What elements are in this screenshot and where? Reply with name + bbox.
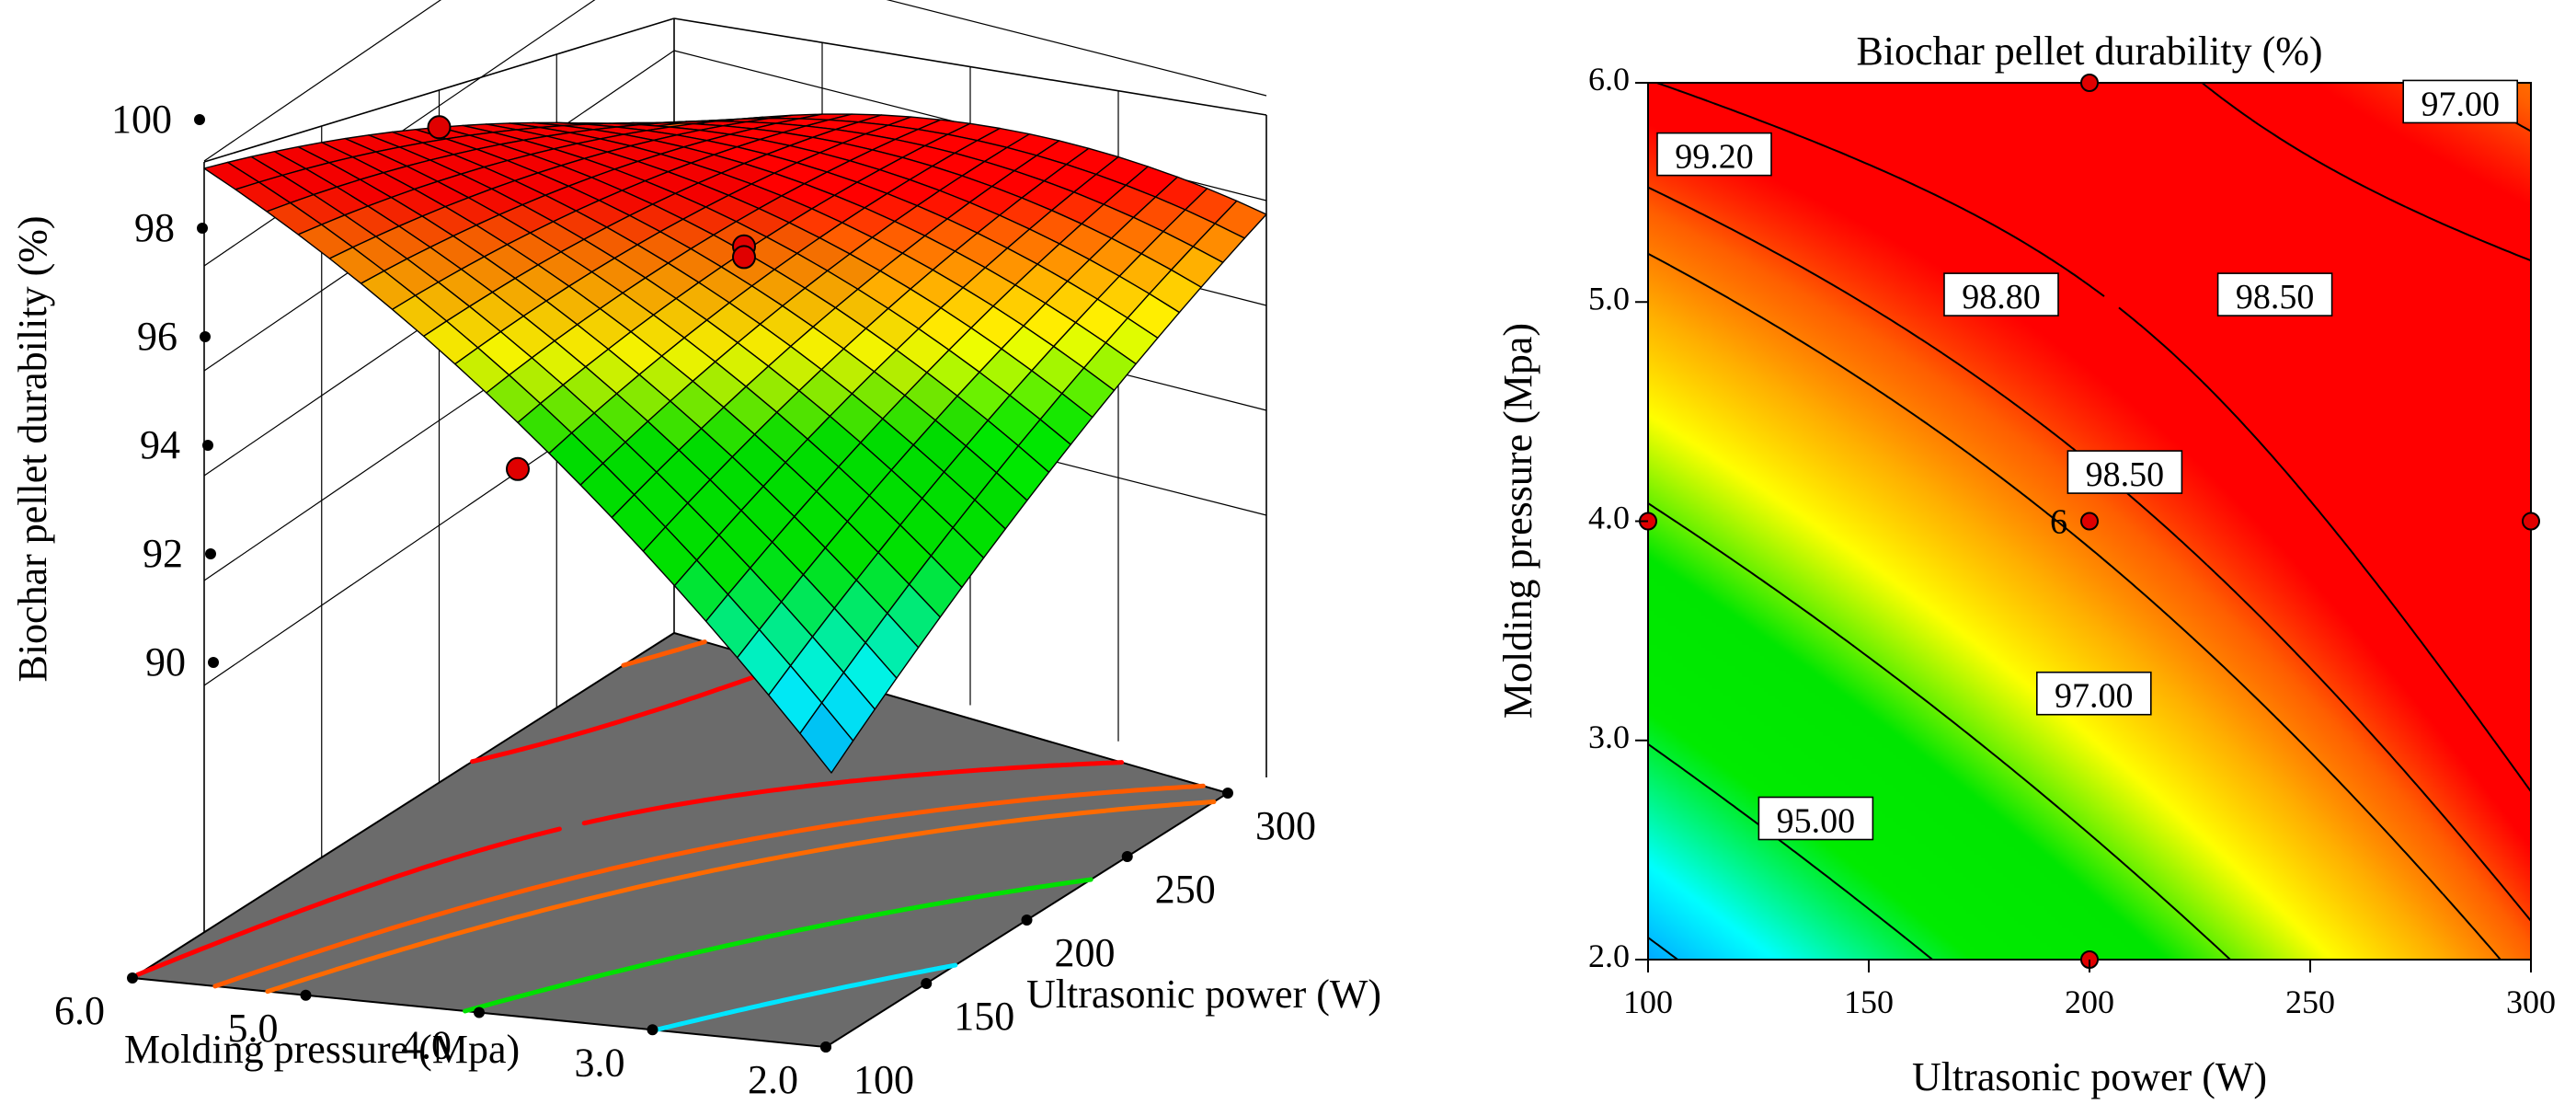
- contour-line-97: [1648, 502, 2231, 960]
- contour-line-98.8: [1648, 83, 2531, 922]
- contour-label: 97.00: [2036, 671, 2152, 716]
- contour-x-tick-label: 200: [2065, 984, 2114, 1020]
- contour-label: 97.00: [2402, 79, 2518, 124]
- contour-line-labels: 99.20 98.80 98.50 98.50 97.00 95.00 97.00: [1656, 79, 2518, 841]
- surface-points-front: [427, 115, 756, 481]
- floor-contour-97: [463, 877, 1093, 1014]
- wall-gridline-left: [203, 0, 442, 162]
- y-axis-tick: [127, 972, 138, 984]
- contour-label: 98.50: [2216, 272, 2333, 316]
- contour-label: 95.00: [1757, 796, 1874, 841]
- surface-x-axis-label: Ultrasonic power (W): [1026, 972, 1381, 1017]
- contour-label-text: 98.50: [2236, 278, 2315, 316]
- contour-chart: Biochar pellet durability (%) 99.20 98.80…: [1495, 29, 2556, 1099]
- surface-design-point: [732, 245, 756, 270]
- y-tick-label: 3.0: [575, 1040, 625, 1085]
- contour-label-box: [2402, 79, 2518, 124]
- surface-chart: 90 92 94 96 98 100 6.0 5.0 4.0 3.0 2.0 100 150 200 250…: [10, 0, 1381, 1102]
- contour-label: 98.80: [1943, 272, 2059, 316]
- contour-label-text: 99.20: [1675, 138, 1754, 177]
- wall-gridline-right: [886, 0, 1267, 97]
- z-tick-label: 98: [134, 205, 175, 250]
- z-tick-label: 100: [111, 97, 172, 142]
- y-axis-tick: [474, 1007, 485, 1018]
- x-axis-tick: [1222, 788, 1233, 799]
- z-tick-label: 92: [143, 531, 183, 576]
- contour-y-axis-label: Molding pressure (Mpa): [1495, 323, 1540, 719]
- z-tick-label: 96: [137, 314, 177, 359]
- z-tick-label: 94: [140, 422, 180, 467]
- surface-floor-contours: [135, 639, 1217, 1033]
- contour-label-text: 98.50: [2086, 455, 2165, 494]
- floor-contour-95: [653, 962, 958, 1033]
- contour-line-98.5: [1648, 252, 2502, 960]
- surface-y-axis-label: Molding pressure (Mpa): [124, 1027, 520, 1072]
- contour-x-tick-label: 100: [1623, 984, 1673, 1020]
- contour-label-text: 97.00: [2421, 85, 2500, 123]
- floor-contour-99.2: [135, 662, 1125, 977]
- x-tick-label: 150: [954, 994, 1014, 1039]
- y-tick-label: 5.0: [228, 1006, 279, 1051]
- y-tick-label: 6.0: [54, 988, 105, 1033]
- x-tick-label: 200: [1055, 930, 1116, 975]
- contour-y-tick-label: 5.0: [1588, 280, 1630, 316]
- contour-lines: [1648, 83, 2531, 960]
- contour-label-text: 95.00: [1777, 802, 1856, 841]
- y-axis-tick: [647, 1024, 658, 1036]
- contour-y-tick-label: 2.0: [1588, 938, 1630, 974]
- contour-label: 98.50: [2067, 450, 2183, 494]
- contour-y-tick-label: 4.0: [1588, 500, 1630, 536]
- z-axis-tick: [208, 657, 219, 668]
- z-tick-label: 90: [145, 639, 186, 685]
- contour-label-box: [2216, 272, 2333, 316]
- x-axis-tick: [1121, 851, 1133, 862]
- contour-x-tick-label: 250: [2285, 984, 2335, 1020]
- contour-label-box: [1943, 272, 2059, 316]
- contour-axes: 100 150 200 250 300 2.0 3.0 4.0 5.0 6.0: [1588, 61, 2556, 1020]
- z-axis-tick: [202, 440, 213, 451]
- z-axis-tick: [200, 331, 211, 342]
- contour-label: 99.20: [1656, 132, 1772, 177]
- contour-label-box: [2067, 450, 2183, 494]
- x-axis-tick: [921, 978, 933, 989]
- z-axis-tick: [197, 223, 208, 234]
- y-axis-tick: [300, 989, 312, 1001]
- x-axis-tick: [820, 1041, 831, 1053]
- floor-contour-98.5: [265, 800, 1217, 995]
- surface-design-point: [427, 115, 452, 140]
- contour-design-point: [2522, 512, 2540, 531]
- x-tick-label: 250: [1155, 867, 1216, 912]
- surface-mesh-cell: [799, 702, 854, 774]
- contour-line-99.2: [1656, 83, 2531, 792]
- contour-label-box: [2036, 671, 2152, 716]
- contour-x-axis-label: Ultrasonic power (W): [1912, 1054, 2267, 1099]
- contour-design-point: [2080, 74, 2099, 92]
- contour-design-point: [2080, 512, 2099, 531]
- contour-x-tick-label: 150: [1844, 984, 1894, 1020]
- surface-mesh: [203, 113, 1267, 774]
- contour-label-box: [1656, 132, 1772, 177]
- contour-title: Biochar pellet durability (%): [1856, 29, 2322, 74]
- contour-label-text: 98.80: [1962, 278, 2041, 316]
- y-tick-label: 2.0: [748, 1057, 798, 1102]
- contour-point-count: 6: [2050, 503, 2067, 542]
- x-tick-label: 100: [853, 1057, 914, 1102]
- floor-contour-98.8: [212, 639, 1206, 989]
- contour-x-tick-label: 300: [2506, 984, 2556, 1020]
- contour-y-tick-label: 6.0: [1588, 61, 1630, 98]
- contour-label-box: [1757, 796, 1874, 841]
- surface-z-axis-label: Biochar pellet durability (%): [10, 215, 55, 682]
- contour-y-tick-label: 3.0: [1588, 719, 1630, 755]
- surface-axes: [127, 114, 1233, 1053]
- contour-label-text: 97.00: [2055, 677, 2134, 716]
- surface-tick-labels: 90 92 94 96 98 100 6.0 5.0 4.0 3.0 2.0 100 150 200 250…: [54, 97, 1316, 1102]
- z-axis-tick: [194, 114, 205, 125]
- z-axis-tick: [205, 548, 216, 559]
- y-tick-label: 4.0: [401, 1023, 452, 1068]
- x-tick-label: 300: [1255, 803, 1316, 848]
- x-axis-tick: [1021, 915, 1033, 926]
- surface-design-point: [506, 456, 530, 481]
